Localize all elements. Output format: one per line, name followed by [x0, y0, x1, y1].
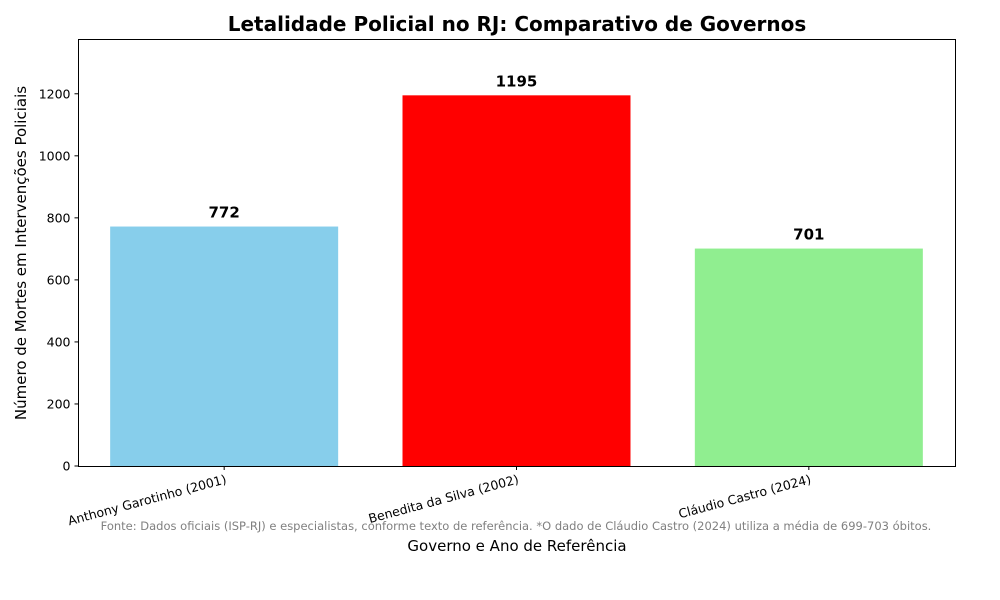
bar	[402, 95, 631, 466]
y-tick-label: 400	[47, 334, 71, 349]
x-axis-label: Governo e Ano de Referência	[407, 537, 626, 555]
y-tick-label: 600	[47, 272, 71, 287]
data-label: 701	[793, 226, 824, 244]
y-tick-label: 200	[47, 396, 71, 411]
data-label: 772	[209, 204, 240, 222]
x-tick-label: Cláudio Castro (2024)	[677, 471, 813, 521]
y-tick-label: 1200	[39, 86, 71, 101]
y-axis-label: Número de Mortes em Intervenções Policia…	[12, 86, 30, 420]
y-tick-label: 1000	[39, 148, 71, 163]
y-tick-label: 0	[63, 459, 71, 474]
bar	[110, 226, 339, 466]
y-tick-label: 800	[47, 210, 71, 225]
x-tick-label: Benedita da Silva (2002)	[367, 471, 520, 526]
data-label: 1195	[496, 72, 538, 90]
chart-title: Letalidade Policial no RJ: Comparativo d…	[228, 12, 807, 36]
plot-frame	[78, 39, 956, 467]
footnote: Fonte: Dados oficiais (ISP-RJ) e especia…	[101, 519, 932, 533]
bar	[694, 248, 923, 466]
